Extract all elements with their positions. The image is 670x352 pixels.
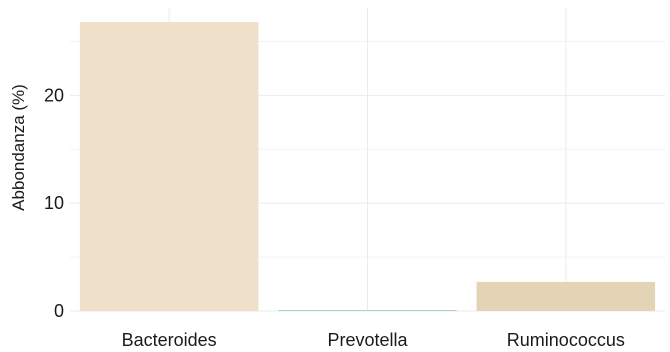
bar-bacteroides (79, 22, 259, 312)
x-tick-labels: Bacteroides Prevotella Ruminococcus (122, 330, 625, 350)
y-tick-label-0: 0 (54, 301, 64, 321)
y-axis-title: Abbondanza (%) (9, 84, 28, 211)
bar-prevotella (278, 310, 457, 311)
y-tick-label-2: 20 (44, 85, 64, 105)
y-tick-labels: 0 10 20 (44, 85, 64, 321)
x-tick-label-bacteroides: Bacteroides (122, 330, 217, 350)
y-tick-label-1: 10 (44, 193, 64, 213)
bars (79, 22, 656, 312)
x-tick-label-ruminococcus: Ruminococcus (507, 330, 625, 350)
x-tick-label-prevotella: Prevotella (327, 330, 408, 350)
bar-ruminococcus (476, 281, 656, 311)
